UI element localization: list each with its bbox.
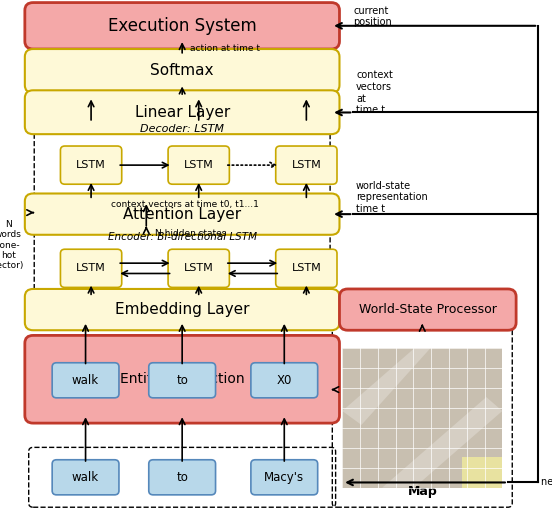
FancyBboxPatch shape (61, 146, 122, 184)
Text: Map: Map (407, 485, 437, 498)
Text: action at time t: action at time t (190, 44, 261, 53)
Text: world-state
representation
time t: world-state representation time t (356, 181, 428, 214)
FancyBboxPatch shape (168, 146, 230, 184)
Text: LSTM: LSTM (76, 263, 106, 273)
Text: Decoder: LSTM: Decoder: LSTM (140, 124, 224, 134)
Bar (462, 457, 502, 488)
Text: walk: walk (72, 471, 99, 484)
Text: Execution System: Execution System (108, 17, 257, 35)
FancyBboxPatch shape (25, 49, 339, 93)
Text: context
vectors
at
time t: context vectors at time t (356, 71, 393, 115)
FancyBboxPatch shape (149, 363, 215, 398)
FancyBboxPatch shape (339, 289, 516, 330)
Text: Attention Layer: Attention Layer (123, 206, 241, 222)
FancyBboxPatch shape (251, 460, 318, 495)
Polygon shape (382, 397, 502, 488)
Text: Encoder: Bi-directional LSTM: Encoder: Bi-directional LSTM (108, 232, 257, 242)
Text: to: to (176, 374, 188, 387)
FancyBboxPatch shape (25, 289, 339, 330)
FancyBboxPatch shape (25, 194, 339, 235)
Text: walk: walk (72, 374, 99, 387)
Text: current
position: current position (353, 6, 392, 27)
Text: LSTM: LSTM (184, 160, 214, 170)
Text: LSTM: LSTM (76, 160, 106, 170)
Polygon shape (342, 348, 431, 425)
FancyBboxPatch shape (276, 249, 337, 287)
FancyBboxPatch shape (52, 460, 119, 495)
Text: X0: X0 (277, 374, 292, 387)
Text: N hidden states: N hidden states (155, 229, 226, 238)
FancyBboxPatch shape (251, 363, 318, 398)
Text: to: to (176, 471, 188, 484)
FancyBboxPatch shape (25, 335, 339, 423)
FancyBboxPatch shape (52, 363, 119, 398)
Text: World-State Processor: World-State Processor (359, 303, 497, 316)
FancyBboxPatch shape (61, 249, 122, 287)
Text: LSTM: LSTM (291, 160, 321, 170)
Text: LSTM: LSTM (184, 263, 214, 273)
Text: Linear Layer: Linear Layer (135, 105, 230, 120)
Bar (342, 348, 502, 488)
Text: Macy's: Macy's (264, 471, 304, 484)
Text: Entity Abstraction: Entity Abstraction (120, 372, 245, 386)
FancyBboxPatch shape (25, 3, 339, 49)
Text: Softmax: Softmax (150, 63, 214, 78)
FancyBboxPatch shape (276, 146, 337, 184)
Text: Embedding Layer: Embedding Layer (115, 302, 250, 317)
FancyBboxPatch shape (25, 90, 339, 134)
Text: LSTM: LSTM (291, 263, 321, 273)
Text: N
words
(one-
hot
vector): N words (one- hot vector) (0, 220, 24, 270)
Text: next position: next position (541, 477, 552, 488)
Text: context vectors at time t0, t1...1: context vectors at time t0, t1...1 (111, 200, 259, 209)
FancyBboxPatch shape (149, 460, 215, 495)
FancyBboxPatch shape (168, 249, 230, 287)
